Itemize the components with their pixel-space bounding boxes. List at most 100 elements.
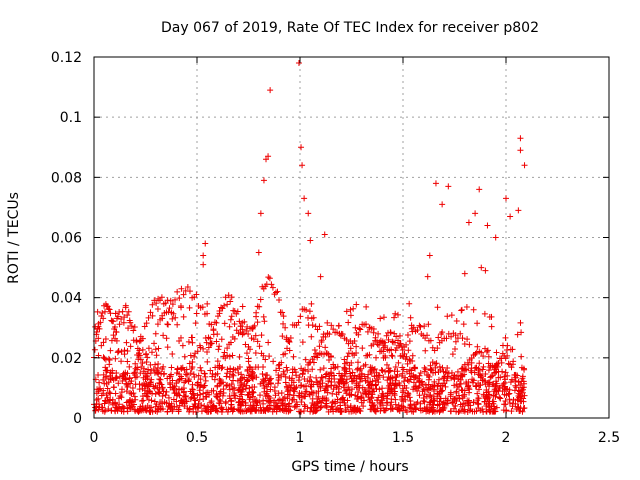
data-point bbox=[299, 394, 305, 401]
data-point bbox=[226, 353, 233, 360]
data-point bbox=[156, 380, 163, 387]
data-point bbox=[213, 338, 220, 345]
data-point bbox=[377, 405, 384, 412]
data-point bbox=[260, 376, 267, 383]
data-point bbox=[239, 319, 246, 326]
data-point bbox=[492, 383, 499, 390]
data-point bbox=[198, 367, 205, 374]
data-point bbox=[125, 325, 132, 332]
x-tick-label: 2 bbox=[502, 430, 511, 446]
data-point bbox=[315, 388, 322, 395]
data-point bbox=[316, 323, 323, 330]
data-point bbox=[504, 342, 511, 349]
data-point bbox=[124, 348, 131, 355]
data-point bbox=[468, 369, 475, 376]
data-point bbox=[274, 380, 281, 387]
data-point bbox=[354, 359, 361, 366]
data-point bbox=[278, 389, 285, 396]
data-point-high bbox=[299, 162, 306, 169]
data-point bbox=[290, 392, 297, 399]
data-point bbox=[162, 392, 169, 399]
data-point bbox=[348, 391, 355, 398]
data-point bbox=[200, 390, 207, 397]
data-point bbox=[179, 342, 186, 349]
data-point bbox=[382, 342, 389, 349]
data-point bbox=[244, 323, 251, 330]
data-point bbox=[242, 341, 249, 348]
data-point bbox=[147, 408, 154, 415]
data-point-high bbox=[202, 240, 209, 247]
data-point bbox=[263, 405, 270, 412]
data-point bbox=[133, 338, 140, 345]
data-point bbox=[369, 402, 376, 409]
data-point bbox=[458, 372, 465, 379]
data-point bbox=[118, 394, 125, 401]
data-point bbox=[151, 398, 158, 405]
data-point-high bbox=[321, 231, 328, 238]
data-point bbox=[251, 383, 258, 390]
data-point bbox=[180, 388, 187, 395]
data-point bbox=[509, 400, 516, 407]
data-point bbox=[422, 382, 429, 389]
data-point-high bbox=[478, 264, 485, 271]
data-point bbox=[254, 319, 261, 326]
data-point bbox=[263, 397, 270, 404]
data-point bbox=[101, 355, 108, 362]
data-point bbox=[164, 297, 171, 304]
data-point bbox=[164, 375, 171, 382]
data-point bbox=[451, 375, 458, 382]
data-point bbox=[328, 322, 335, 329]
data-point bbox=[483, 394, 490, 401]
data-point bbox=[204, 310, 211, 317]
data-point bbox=[233, 327, 240, 334]
data-point bbox=[141, 390, 148, 397]
data-point bbox=[159, 393, 166, 400]
data-point bbox=[384, 399, 391, 406]
data-point bbox=[291, 366, 298, 373]
data-point bbox=[475, 386, 482, 393]
data-point bbox=[440, 368, 447, 375]
data-point bbox=[128, 398, 135, 405]
data-point bbox=[452, 402, 459, 409]
data-point bbox=[204, 403, 211, 410]
data-point bbox=[113, 315, 120, 322]
data-point bbox=[496, 385, 503, 392]
data-point bbox=[299, 339, 306, 346]
data-point bbox=[383, 361, 390, 368]
data-point bbox=[443, 335, 450, 342]
data-point bbox=[214, 358, 221, 365]
data-point bbox=[357, 326, 364, 333]
data-point bbox=[194, 392, 201, 399]
data-point bbox=[106, 397, 113, 404]
data-point bbox=[100, 339, 107, 346]
data-point bbox=[160, 388, 167, 395]
data-point bbox=[242, 385, 249, 392]
data-point bbox=[288, 396, 295, 403]
data-point bbox=[176, 386, 183, 393]
data-point bbox=[146, 404, 153, 411]
data-point bbox=[424, 407, 431, 414]
data-point bbox=[392, 396, 399, 403]
data-point bbox=[164, 321, 171, 328]
data-point bbox=[198, 402, 205, 409]
data-point bbox=[518, 353, 525, 360]
data-point bbox=[216, 307, 223, 314]
data-point bbox=[241, 374, 248, 381]
data-point bbox=[97, 319, 104, 326]
data-point bbox=[157, 376, 164, 383]
data-point bbox=[393, 333, 400, 340]
data-point bbox=[489, 381, 496, 388]
data-point bbox=[488, 323, 495, 330]
points-layer bbox=[91, 60, 528, 415]
data-point bbox=[252, 350, 259, 357]
data-point bbox=[449, 399, 456, 406]
data-point bbox=[98, 392, 105, 399]
data-point bbox=[189, 358, 196, 365]
data-point bbox=[225, 292, 232, 299]
data-point bbox=[391, 368, 398, 375]
data-point bbox=[452, 345, 459, 352]
data-point-high bbox=[257, 210, 264, 217]
data-point bbox=[122, 302, 129, 309]
data-point bbox=[324, 319, 331, 326]
data-point bbox=[354, 366, 361, 373]
